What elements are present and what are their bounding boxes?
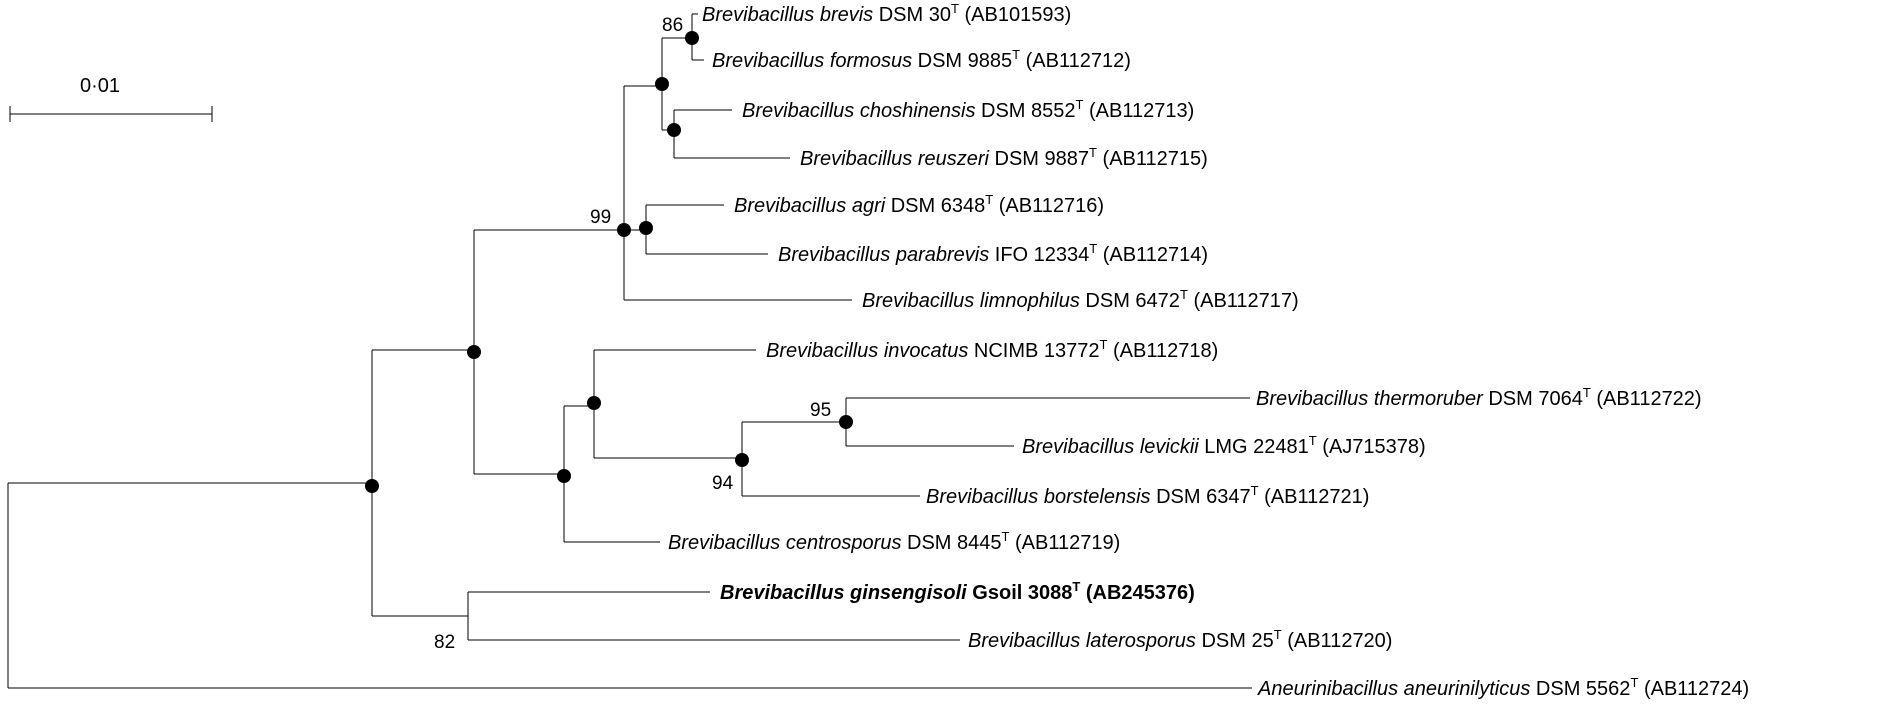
taxon-strain: DSM 9885 xyxy=(912,50,1012,72)
bootstrap-95: 95 xyxy=(810,400,831,421)
type-strain-mark: T xyxy=(1630,675,1638,690)
taxon-name: Brevibacillus centrosporus xyxy=(668,532,901,554)
node-marker xyxy=(685,31,699,45)
node-marker xyxy=(839,415,853,429)
taxon-accession: (AB112713) xyxy=(1083,100,1194,122)
taxon-strain: NCIMB 13772 xyxy=(968,340,1099,362)
taxon-label: Brevibacillus brevis DSM 30T (AB101593) xyxy=(702,1,1071,26)
taxon-accession: (AB245376) xyxy=(1080,582,1195,604)
type-strain-mark: T xyxy=(1072,579,1080,594)
taxon-label: Brevibacillus limnophilus DSM 6472T (AB1… xyxy=(862,287,1299,312)
type-strain-mark: T xyxy=(1002,529,1010,544)
taxon-accession: (AB112719) xyxy=(1009,532,1120,554)
type-strain-mark: T xyxy=(1076,97,1084,112)
scale-bar-label: 0·01 xyxy=(80,75,120,97)
taxon-name: Brevibacillus ginsengisoli xyxy=(720,582,967,604)
bootstrap-86: 86 xyxy=(662,15,683,36)
node-marker xyxy=(735,453,749,467)
taxon-label: Brevibacillus choshinensis DSM 8552T (AB… xyxy=(742,97,1194,122)
node-marker xyxy=(617,223,631,237)
node-marker xyxy=(587,396,601,410)
taxon-label: Brevibacillus borstelensis DSM 6347T (AB… xyxy=(926,483,1369,508)
type-strain-mark: T xyxy=(1251,483,1259,498)
taxon-accession: (AB112724) xyxy=(1638,678,1749,700)
taxon-name: Brevibacillus parabrevis xyxy=(778,244,989,266)
taxon-strain: IFO 12334 xyxy=(989,244,1089,266)
taxon-accession: (AJ715378) xyxy=(1317,436,1426,458)
taxon-label: Aneurinibacillus aneurinilyticus DSM 556… xyxy=(1257,675,1749,700)
type-strain-mark: T xyxy=(1100,337,1108,352)
taxon-label: Brevibacillus laterosporus DSM 25T (AB11… xyxy=(968,627,1392,652)
taxon-name: Brevibacillus laterosporus xyxy=(968,630,1196,652)
type-strain-mark: T xyxy=(1274,627,1282,642)
taxon-label: Brevibacillus levickii LMG 22481T (AJ715… xyxy=(1022,433,1426,458)
taxon-name: Brevibacillus thermoruber xyxy=(1256,388,1484,410)
type-strain-mark: T xyxy=(951,1,959,16)
taxon-labels: Brevibacillus brevis DSM 30T (AB101593) … xyxy=(668,1,1749,700)
type-strain-mark: T xyxy=(1583,385,1591,400)
bootstrap-94: 94 xyxy=(712,473,734,494)
taxon-label: Brevibacillus formosus DSM 9885T (AB1127… xyxy=(712,47,1131,72)
taxon-label: Brevibacillus ginsengisoli Gsoil 3088T (… xyxy=(720,579,1195,604)
taxon-name: Brevibacillus limnophilus xyxy=(862,290,1080,312)
taxon-accession: (AB112722) xyxy=(1591,388,1702,410)
taxon-name: Brevibacillus agri xyxy=(734,195,886,217)
taxon-strain: DSM 7064 xyxy=(1483,388,1583,410)
taxon-label: Brevibacillus parabrevis IFO 12334T (AB1… xyxy=(778,241,1208,266)
taxon-accession: (AB112717) xyxy=(1188,290,1299,312)
taxon-strain: DSM 8445 xyxy=(901,532,1001,554)
taxon-accession: (AB112721) xyxy=(1259,486,1370,508)
taxon-name: Brevibacillus formosus xyxy=(712,50,912,72)
taxon-strain: DSM 6347 xyxy=(1151,486,1251,508)
type-strain-mark: T xyxy=(1089,145,1097,160)
node-marker xyxy=(667,123,681,137)
taxon-name: Brevibacillus invocatus xyxy=(766,340,968,362)
taxon-strain: DSM 9887 xyxy=(989,148,1089,170)
taxon-accession: (AB112715) xyxy=(1097,148,1208,170)
node-marker xyxy=(557,469,571,483)
taxon-strain: DSM 30 xyxy=(873,4,951,26)
taxon-name: Brevibacillus reuszeri xyxy=(800,148,990,170)
tree-branches xyxy=(7,13,1252,689)
taxon-accession: (AB112714) xyxy=(1097,244,1208,266)
type-strain-mark: T xyxy=(985,192,993,207)
type-strain-mark: T xyxy=(1089,241,1097,256)
taxon-accession: (AB101593) xyxy=(959,4,1071,26)
taxon-label: Brevibacillus thermoruber DSM 7064T (AB1… xyxy=(1256,385,1702,410)
taxon-strain: DSM 5562 xyxy=(1530,678,1630,700)
type-strain-mark: T xyxy=(1180,287,1188,302)
bootstrap-82: 82 xyxy=(434,632,455,653)
taxon-strain: LMG 22481 xyxy=(1199,436,1309,458)
taxon-accession: (AB112716) xyxy=(993,195,1104,217)
taxon-strain: DSM 6472 xyxy=(1080,290,1180,312)
node-marker xyxy=(639,221,653,235)
taxon-label: Brevibacillus reuszeri DSM 9887T (AB1127… xyxy=(800,145,1208,170)
node-marker xyxy=(655,77,669,91)
taxon-label: Brevibacillus centrosporus DSM 8445T (AB… xyxy=(668,529,1120,554)
taxon-strain: DSM 6348 xyxy=(885,195,985,217)
node-markers xyxy=(365,31,853,493)
taxon-name: Aneurinibacillus aneurinilyticus xyxy=(1257,678,1530,700)
type-strain-mark: T xyxy=(1012,47,1020,62)
taxon-accession: (AB112718) xyxy=(1107,340,1218,362)
scale-bar: 0·01 xyxy=(9,75,213,122)
bootstrap-labels: 86 99 95 94 82 xyxy=(434,15,831,653)
taxon-strain: DSM 8552 xyxy=(975,100,1075,122)
taxon-accession: (AB112720) xyxy=(1282,630,1393,652)
taxon-label: Brevibacillus agri DSM 6348T (AB112716) xyxy=(734,192,1104,217)
bootstrap-99: 99 xyxy=(590,207,611,228)
node-marker xyxy=(467,345,481,359)
taxon-accession: (AB112712) xyxy=(1020,50,1131,72)
type-strain-mark: T xyxy=(1309,433,1317,448)
taxon-name: Brevibacillus choshinensis xyxy=(742,100,975,122)
taxon-name: Brevibacillus borstelensis xyxy=(926,486,1151,508)
taxon-name: Brevibacillus brevis xyxy=(702,4,873,26)
taxon-strain: DSM 25 xyxy=(1196,630,1274,652)
node-marker xyxy=(365,479,379,493)
taxon-label: Brevibacillus invocatus NCIMB 13772T (AB… xyxy=(766,337,1218,362)
taxon-name: Brevibacillus levickii xyxy=(1022,436,1199,458)
taxon-strain: Gsoil 3088 xyxy=(967,582,1073,604)
